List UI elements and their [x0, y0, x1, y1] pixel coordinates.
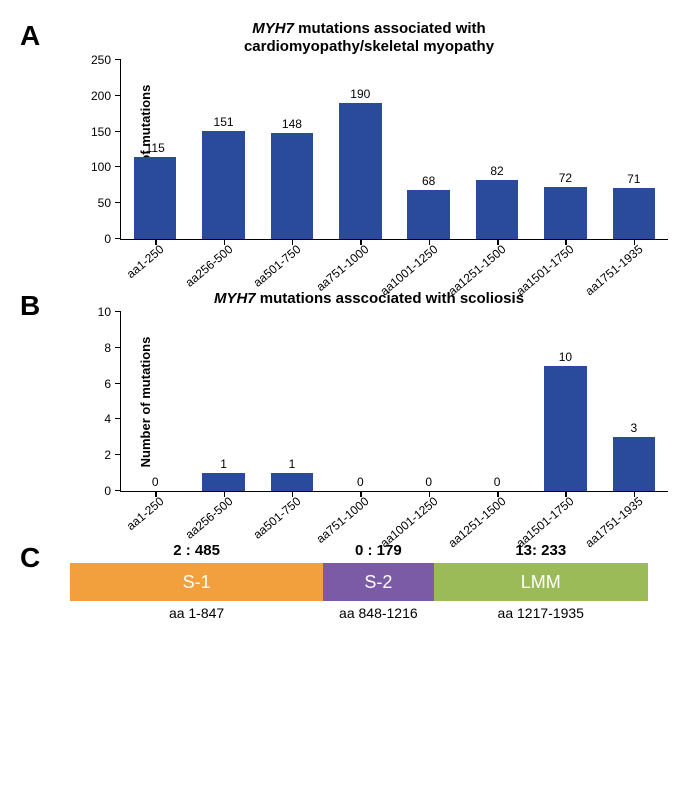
bar-wrap: 68aa1001-1250: [395, 60, 463, 239]
bar-wrap: 0aa1001-1250: [395, 312, 463, 491]
chart-b-title: MYH7 mutations asscociated with scoliosi…: [70, 290, 668, 308]
bar: [476, 180, 518, 239]
y-tick-label: 100: [91, 160, 121, 174]
bar-wrap: 1aa501-750: [258, 312, 326, 491]
chart-b-title-italic: MYH7: [214, 290, 256, 307]
domain-range: aa 1-847: [70, 601, 323, 621]
domain-ratios-row: 2 : 4850 : 17913: 233: [70, 542, 648, 563]
x-tick-label: aa1-250: [124, 242, 167, 281]
bar-value-label: 115: [146, 141, 165, 155]
bar-wrap: 0aa1-250: [121, 312, 189, 491]
y-tick-label: 50: [98, 196, 121, 210]
bar: [544, 187, 586, 239]
y-tick-label: 10: [98, 305, 121, 319]
bar-wrap: 151aa256-500: [189, 60, 257, 239]
bar-value-label: 0: [152, 475, 159, 489]
chart-a-title-line1: MYH7 mutations associated with: [70, 20, 668, 38]
bar-wrap: 82aa1251-1500: [463, 60, 531, 239]
bar-value-label: 1: [220, 457, 227, 471]
bar-value-label: 0: [425, 475, 432, 489]
y-tick-label: 250: [91, 53, 121, 67]
domain-range: aa 1217-1935: [434, 601, 648, 621]
x-tick-label: aa751-1000: [314, 242, 372, 294]
bar: [271, 133, 313, 239]
domain-block: S-1: [70, 563, 323, 601]
chart-b-area: Number of mutations 0aa1-2501aa256-5001a…: [120, 312, 668, 492]
chart-a-plot: 115aa1-250151aa256-500148aa501-750190aa7…: [120, 60, 668, 240]
x-tick-label: aa751-1000: [314, 494, 372, 546]
bar: [544, 366, 586, 491]
panel-b: B MYH7 mutations asscociated with scolio…: [20, 290, 668, 492]
bar-value-label: 10: [559, 350, 572, 364]
chart-b-bars: 0aa1-2501aa256-5001aa501-7500aa751-10000…: [121, 312, 668, 491]
chart-a-title-line2: cardiomyopathy/skeletal myopathy: [70, 38, 668, 56]
bar-value-label: 68: [422, 174, 435, 188]
bar-wrap: 190aa751-1000: [326, 60, 394, 239]
bar-value-label: 82: [490, 164, 503, 178]
domain-ratio: 13: 233: [434, 542, 648, 563]
domain-diagram: 2 : 4850 : 17913: 233 S-1S-2LMM aa 1-847…: [70, 542, 648, 621]
chart-a-area: Number of mutations 115aa1-250151aa256-5…: [120, 60, 668, 240]
bar-wrap: 1aa256-500: [189, 312, 257, 491]
bar: [339, 103, 381, 239]
bar-value-label: 1: [289, 457, 296, 471]
chart-a-bars: 115aa1-250151aa256-500148aa501-750190aa7…: [121, 60, 668, 239]
bar-value-label: 151: [214, 115, 234, 129]
bar-value-label: 72: [559, 171, 572, 185]
x-tick-label: aa256-500: [182, 494, 235, 542]
bar-wrap: 0aa1251-1500: [463, 312, 531, 491]
bar-wrap: 10aa1501-1750: [531, 312, 599, 491]
bar-wrap: 148aa501-750: [258, 60, 326, 239]
domain-block: LMM: [434, 563, 648, 601]
bar-wrap: 3aa1751-1935: [600, 312, 668, 491]
chart-b-container: MYH7 mutations asscociated with scoliosi…: [70, 290, 668, 492]
chart-a-title-italic: MYH7: [252, 20, 294, 37]
y-tick-label: 0: [104, 484, 121, 498]
domain-range: aa 848-1216: [323, 601, 433, 621]
domain-blocks-row: S-1S-2LMM: [70, 563, 648, 601]
bar-value-label: 3: [630, 421, 637, 435]
y-tick-label: 2: [104, 448, 121, 462]
bar: [202, 131, 244, 239]
bar-value-label: 0: [494, 475, 501, 489]
y-tick-label: 6: [104, 377, 121, 391]
x-tick-label: aa256-500: [182, 242, 235, 290]
y-tick-label: 200: [91, 89, 121, 103]
chart-a-title: MYH7 mutations associated with cardiomyo…: [70, 20, 668, 56]
domain-ratio: 2 : 485: [70, 542, 323, 563]
panel-c: C 2 : 4850 : 17913: 233 S-1S-2LMM aa 1-8…: [20, 542, 668, 621]
bar-value-label: 71: [627, 172, 640, 186]
bar-wrap: 71aa1751-1935: [600, 60, 668, 239]
panel-a: A MYH7 mutations associated with cardiom…: [20, 20, 668, 240]
bar-value-label: 148: [282, 117, 302, 131]
domain-ratio: 0 : 179: [323, 542, 433, 563]
bar-wrap: 72aa1501-1750: [531, 60, 599, 239]
bar: [271, 473, 313, 491]
bar: [613, 437, 655, 491]
bar-value-label: 0: [357, 475, 364, 489]
domain-block: S-2: [323, 563, 433, 601]
bar-wrap: 115aa1-250: [121, 60, 189, 239]
bar: [134, 157, 176, 239]
y-tick-label: 0: [104, 232, 121, 246]
x-tick-label: aa501-750: [251, 242, 304, 290]
bar: [202, 473, 244, 491]
bar-wrap: 0aa751-1000: [326, 312, 394, 491]
bar-value-label: 190: [350, 87, 370, 101]
chart-a-container: MYH7 mutations associated with cardiomyo…: [70, 20, 668, 240]
x-tick-label: aa1-250: [124, 494, 167, 533]
panel-c-label: C: [20, 542, 40, 574]
bar: [407, 190, 449, 239]
panel-a-label: A: [20, 20, 40, 52]
x-tick-label: aa501-750: [251, 494, 304, 542]
bar: [613, 188, 655, 239]
y-tick-label: 150: [91, 125, 121, 139]
chart-b-plot: 0aa1-2501aa256-5001aa501-7500aa751-10000…: [120, 312, 668, 492]
panel-b-label: B: [20, 290, 40, 322]
chart-b-title-line: MYH7 mutations asscociated with scoliosi…: [70, 290, 668, 308]
domain-ranges-row: aa 1-847aa 848-1216aa 1217-1935: [70, 601, 648, 621]
y-tick-label: 8: [104, 341, 121, 355]
y-tick-label: 4: [104, 412, 121, 426]
